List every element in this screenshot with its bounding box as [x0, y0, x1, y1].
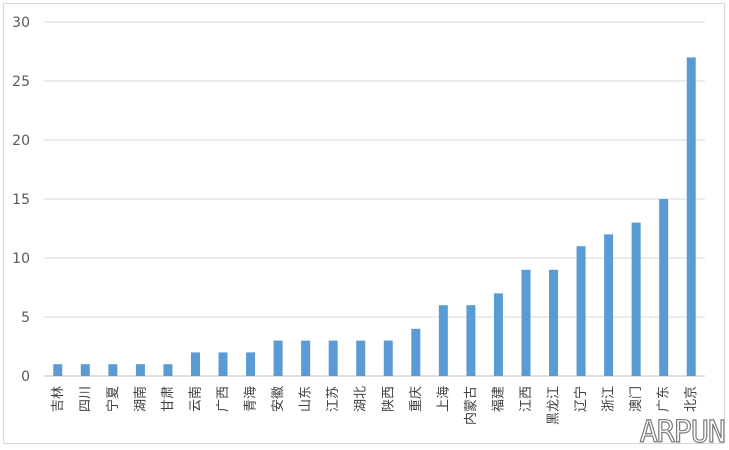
bar: [328, 340, 338, 376]
x-tick-label: 湖北: [354, 386, 369, 412]
bar: [686, 57, 696, 377]
bar: [383, 340, 393, 376]
x-tick-label: 青海: [244, 386, 259, 412]
x-tick-label: 江苏: [325, 386, 341, 412]
x-tick-label: 陕西: [381, 386, 396, 412]
x-tick-label: 黑龙江: [547, 386, 562, 425]
x-tick-label: 辽宁: [573, 386, 589, 412]
bar: [493, 293, 503, 376]
bar: [80, 364, 90, 376]
bar: [135, 364, 145, 376]
bar: [301, 340, 311, 376]
y-tick-label: 25: [12, 74, 30, 90]
bar: [163, 364, 173, 376]
bar: [604, 234, 614, 376]
x-tick-label: 湖南: [132, 386, 148, 412]
y-tick-label: 0: [21, 369, 30, 385]
x-tick-label: 甘肃: [161, 386, 176, 412]
x-tick-label: 广西: [216, 386, 231, 412]
bar: [218, 352, 228, 376]
x-tick-label: 上海: [436, 386, 451, 412]
x-tick-label: 福建: [491, 386, 506, 412]
x-tick-label: 内蒙古: [463, 386, 479, 425]
bar: [631, 222, 641, 376]
bar: [576, 246, 586, 376]
x-tick-label: 广东: [657, 386, 672, 412]
bar: [411, 328, 421, 376]
y-tick-label: 20: [12, 133, 30, 149]
x-tick-label: 重庆: [408, 386, 424, 412]
bar: [438, 305, 448, 376]
x-tick-label: 澳门: [628, 386, 644, 412]
x-tick-label: 云南: [187, 386, 203, 412]
bar: [549, 269, 559, 376]
bar: [190, 352, 200, 376]
bar: [466, 305, 476, 376]
y-tick-label: 10: [12, 251, 30, 267]
x-tick-label: 北京: [684, 386, 699, 412]
bar: [108, 364, 118, 376]
watermark-logo: ARPUN: [639, 415, 727, 450]
x-tick-label: 浙江: [602, 386, 617, 412]
bar: [521, 269, 531, 376]
x-tick-label: 宁夏: [105, 386, 121, 412]
y-tick-label: 5: [21, 310, 30, 326]
bar: [246, 352, 256, 376]
x-tick-label: 四川: [78, 386, 93, 412]
x-tick-label: 安徽: [271, 386, 286, 412]
y-tick-label: 30: [12, 15, 30, 31]
bar: [356, 340, 366, 376]
x-tick-label: 江西: [519, 386, 534, 412]
y-tick-label: 15: [12, 192, 30, 208]
bar: [273, 340, 283, 376]
bar: [659, 199, 669, 376]
x-tick-label: 山东: [299, 386, 314, 412]
bar: [53, 364, 63, 376]
x-tick-label: 吉林: [51, 386, 66, 412]
